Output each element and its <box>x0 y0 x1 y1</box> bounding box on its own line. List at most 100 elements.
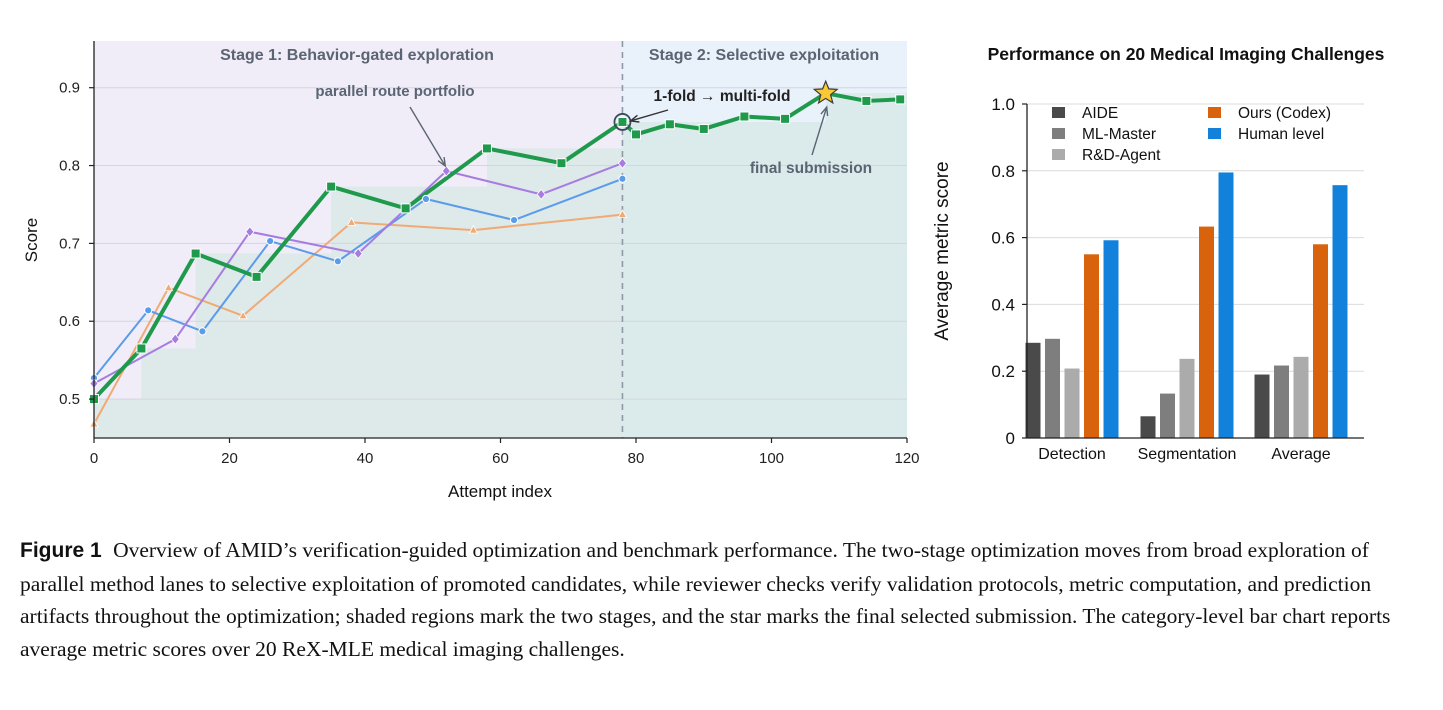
series-3-point <box>617 157 627 169</box>
bar-r-d-agent-detection <box>1064 368 1080 438</box>
figure-label: Figure 1 <box>20 539 102 562</box>
series-4-point <box>190 248 201 259</box>
series-1-point <box>468 224 479 234</box>
series-1-point <box>163 282 174 292</box>
legend-swatch <box>1208 107 1221 118</box>
annotation-arrow-1-fold <box>630 109 669 122</box>
series-4-point <box>617 116 628 127</box>
figure-caption-text: Overview of AMID’s verification-guided o… <box>20 538 1391 661</box>
x-tick-label: 20 <box>221 450 238 467</box>
series-4-point <box>136 343 147 354</box>
benchmark-bar-chart: Performance on 20 Medical Imaging Challe… <box>932 44 1385 463</box>
series-1-line <box>93 213 623 425</box>
bar-aide-detection <box>1025 342 1041 438</box>
stage-2-label: Stage 2: Selective exploitation <box>649 47 879 64</box>
series-2-line <box>93 177 623 379</box>
annotation-final-submission: final submission <box>750 160 872 177</box>
bar-ours-codex--segmentation <box>1199 226 1214 438</box>
series-1-point <box>346 217 357 226</box>
figure-caption: Figure 1 Overview of AMID’s verification… <box>20 534 1430 665</box>
annotation-1-fold-multi-fold: 1-fold → multi-fold <box>654 88 791 105</box>
series-1-point <box>617 209 628 218</box>
x-tick-label: 60 <box>492 450 509 467</box>
category-label: Detection <box>1038 446 1106 463</box>
bar-ml-master-segmentation <box>1160 393 1175 438</box>
series-4-point <box>326 181 337 192</box>
legend-label: ML-Master <box>1082 126 1156 143</box>
legend-swatch <box>1052 128 1065 139</box>
legend-label: Human level <box>1238 126 1324 143</box>
y-tick-label: 0.7 <box>59 235 80 252</box>
bar-human-level-detection <box>1103 240 1119 438</box>
x-tick-label: 40 <box>357 450 374 467</box>
series-2-point <box>421 194 431 204</box>
annotation-parallel-route-portfolio: parallel route portfolio <box>315 83 474 100</box>
category-label: Average <box>1271 446 1330 463</box>
series-2-point <box>198 327 207 336</box>
bar-ml-master-average <box>1274 365 1289 438</box>
series-2-point <box>333 257 342 266</box>
transition-highlight-circle <box>613 113 632 131</box>
bar-y-tick-label: 0.6 <box>991 229 1015 248</box>
bar-y-tick-label: 0 <box>1006 429 1015 448</box>
series-3-point <box>536 188 546 200</box>
x-tick-label: 80 <box>628 450 645 467</box>
bar-y-tick-label: 1.0 <box>991 95 1015 114</box>
annotation-arrow-parallel-route <box>409 106 446 167</box>
bar-chart-y-axis-label: Average metric score <box>932 161 953 340</box>
series-3-point <box>170 333 180 345</box>
bar-aide-segmentation <box>1140 416 1156 438</box>
bar-ours-codex--average <box>1313 244 1328 438</box>
bar-r-d-agent-segmentation <box>1179 358 1195 438</box>
legend-swatch <box>1052 149 1065 160</box>
annotation-arrow-parallel-route-head <box>437 156 447 168</box>
series-4-point <box>631 129 641 140</box>
series-4-point <box>556 158 567 169</box>
bar-r-d-agent-average <box>1293 356 1309 438</box>
y-tick-label: 0.9 <box>59 80 80 97</box>
bar-chart-title: Performance on 20 Medical Imaging Challe… <box>988 44 1385 64</box>
x-tick-label: 100 <box>759 450 784 467</box>
annotation-arrow-final-submission-head <box>820 105 829 117</box>
bar-y-tick-label: 0.4 <box>991 295 1015 314</box>
bar-ours-codex--detection <box>1084 254 1099 438</box>
bar-human-level-segmentation <box>1218 172 1234 438</box>
x-axis-label: Attempt index <box>448 482 552 501</box>
series-3-point <box>441 165 451 177</box>
series-4-point <box>481 143 492 154</box>
series-2-point <box>509 215 519 225</box>
y-tick-label: 0.8 <box>59 158 80 175</box>
optimization-trajectory-chart: 0 20 40 60 80 100 120 0.5 0.6 0.7 0.8 0.9 Stage 1: … <box>22 41 920 501</box>
best-so-far-shaded-area <box>94 93 907 438</box>
final-submission-star <box>812 79 839 105</box>
legend-label: Ours (Codex) <box>1238 105 1331 122</box>
legend-label: R&D-Agent <box>1082 147 1161 164</box>
series-4-point <box>895 94 906 105</box>
bar-human-level-average <box>1332 185 1348 438</box>
legend-label: AIDE <box>1082 105 1118 122</box>
series-2-point <box>266 236 275 246</box>
series-4-point <box>400 203 411 214</box>
legend-swatch <box>1208 128 1221 139</box>
bar-ml-master-detection <box>1045 338 1060 438</box>
series-4-point <box>861 95 872 106</box>
y-axis-label: Score <box>22 218 41 262</box>
legend-swatch <box>1052 107 1065 118</box>
bar-y-tick-label: 0.2 <box>991 362 1015 381</box>
series-3-point <box>353 247 363 260</box>
series-1-point <box>238 310 248 320</box>
stage-1-label: Stage 1: Behavior-gated exploration <box>220 47 494 64</box>
series-4-point <box>739 111 750 122</box>
y-tick-label: 0.6 <box>59 313 80 330</box>
category-label: Segmentation <box>1138 446 1237 463</box>
series-4-point <box>780 113 791 124</box>
x-tick-label: 0 <box>90 450 98 467</box>
x-tick-label: 120 <box>894 450 919 467</box>
annotation-arrow-1-fold-head <box>628 114 640 123</box>
series-2-point <box>144 306 153 315</box>
series-4-point <box>251 271 262 282</box>
series-4-point <box>698 123 709 134</box>
y-tick-label: 0.5 <box>59 391 80 408</box>
bar-aide-average <box>1254 374 1270 438</box>
series-2-point <box>618 174 627 183</box>
